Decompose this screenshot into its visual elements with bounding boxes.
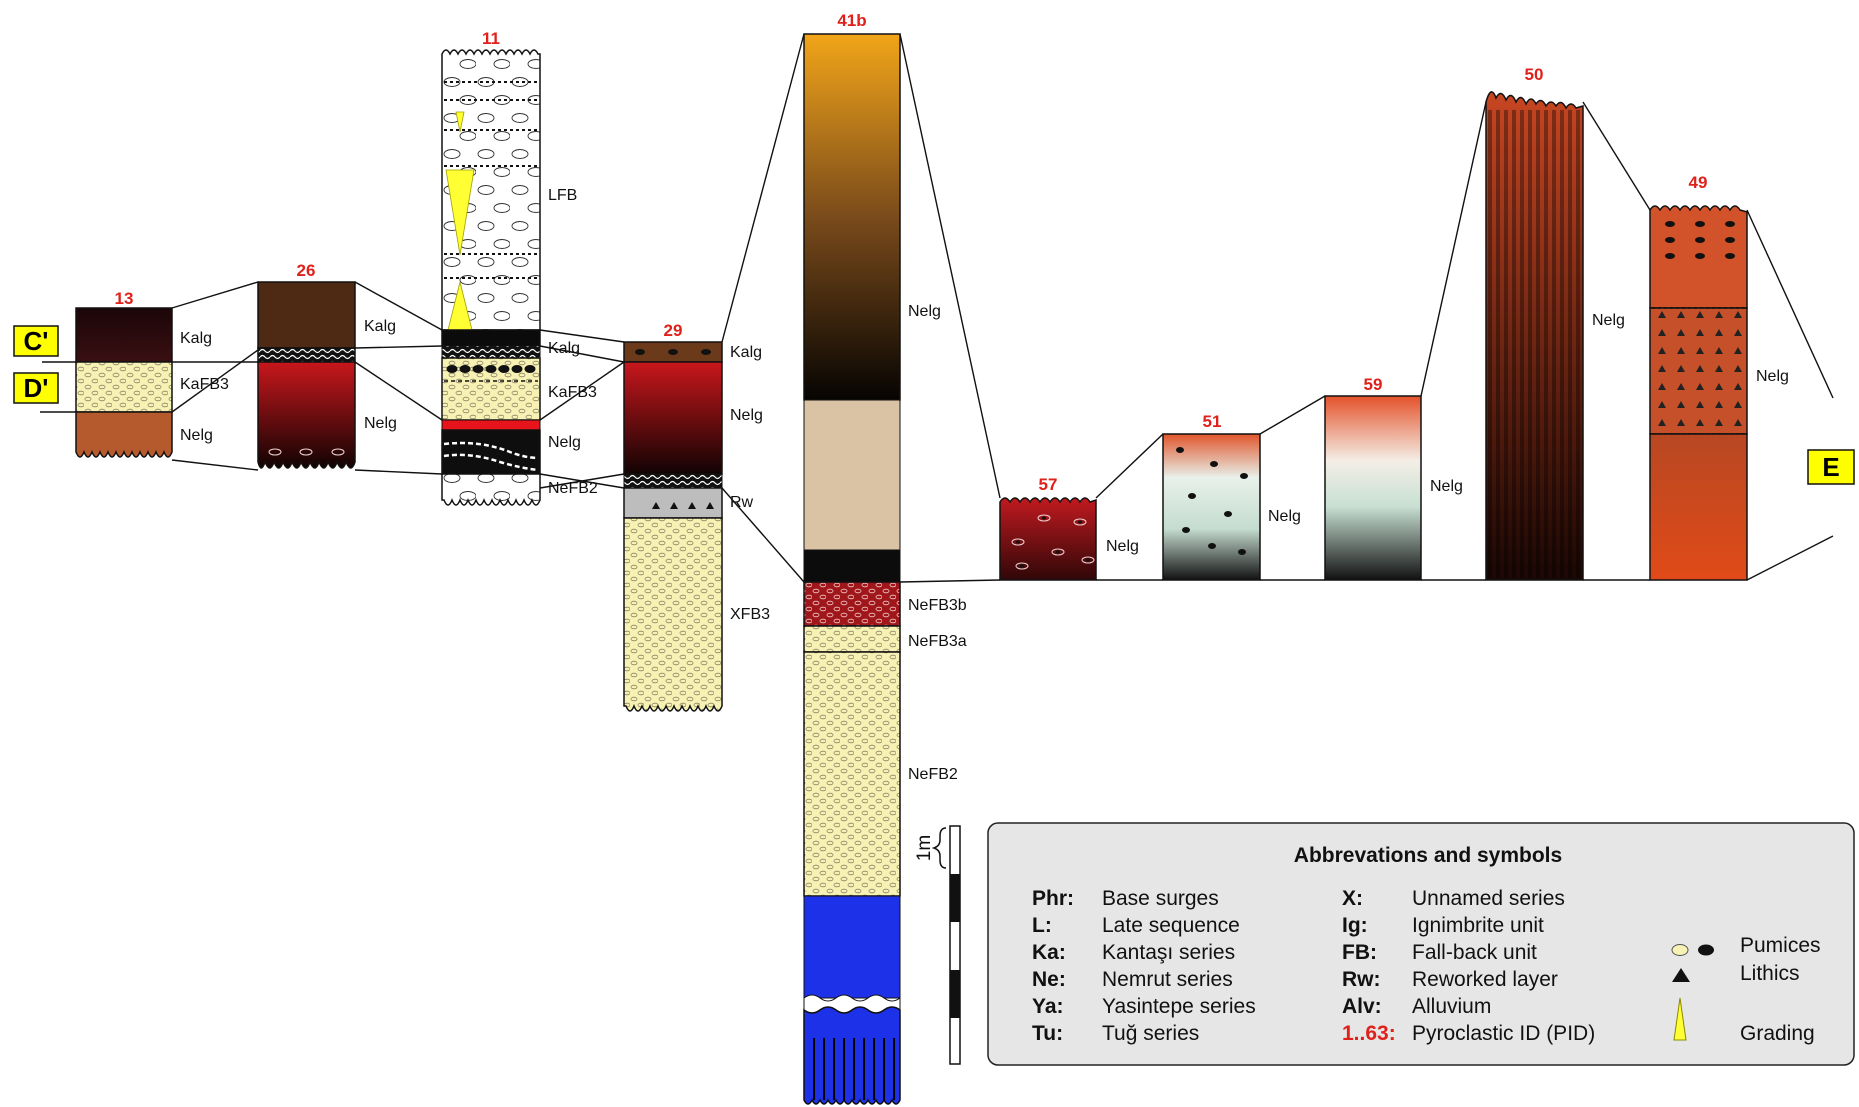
legend-desc: Kantaşı series	[1102, 941, 1235, 964]
section-marker-c-prime: C'	[13, 325, 59, 357]
unit-label: Kalg	[548, 340, 580, 357]
correlation-lines	[40, 33, 1834, 583]
legend-desc: Late sequence	[1102, 914, 1240, 937]
unit-label: Nelg	[730, 407, 763, 424]
pid-label-50: 50	[1525, 65, 1544, 84]
legend-desc: Nemrut series	[1102, 968, 1233, 991]
unit-label: Nelg	[1430, 478, 1463, 495]
unit-label: Kalg	[730, 344, 762, 361]
legend-desc: Ignimbrite unit	[1412, 914, 1544, 937]
column-13	[75, 307, 173, 458]
unit-label: Kalg	[364, 318, 396, 335]
column-11	[441, 49, 541, 506]
legend-desc: Unnamed series	[1412, 887, 1565, 910]
legend-abbr: X:	[1342, 887, 1363, 910]
unit-label: LFB	[548, 187, 577, 204]
unit-label: KaFB3	[180, 376, 229, 393]
section-marker-e: E	[1807, 449, 1855, 485]
unit-labels: Kalg KaFB3 Nelg Kalg Nelg LFB Kalg KaFB3…	[180, 187, 1789, 783]
unit-label: Nelg	[1268, 508, 1301, 525]
legend-symbol-label: Pumices	[1740, 934, 1821, 957]
column-26	[257, 281, 356, 469]
unit-label: KaFB3	[548, 384, 597, 401]
unit-label: Nelg	[548, 434, 581, 451]
column-50	[1485, 91, 1584, 581]
scale-label: 1m	[914, 835, 935, 861]
pumice-icon	[1671, 944, 1714, 956]
unit-label: Nelg	[1106, 538, 1139, 555]
pid-label-13: 13	[115, 289, 134, 308]
column-59	[1324, 395, 1422, 581]
legend-abbr: L:	[1032, 914, 1052, 937]
section-marker-d-label: D'	[24, 373, 49, 403]
legend-abbr: Rw:	[1342, 968, 1381, 991]
unit-label: Kalg	[180, 330, 212, 347]
section-marker-e-label: E	[1822, 452, 1839, 482]
unit-label: Nelg	[908, 303, 941, 320]
grading-icon	[1673, 997, 1687, 1041]
pid-label-49: 49	[1689, 173, 1708, 192]
legend-desc: Alluvium	[1412, 995, 1491, 1018]
legend-desc: Pyroclastic ID (PID)	[1412, 1022, 1595, 1045]
pid-label-41b: 41b	[837, 11, 866, 30]
column-51	[1162, 433, 1261, 581]
unit-label: NeFB2	[908, 766, 958, 783]
unit-label: NeFB3a	[908, 633, 967, 650]
legend-abbr: Ka:	[1032, 941, 1066, 964]
legend-desc: Fall-back unit	[1412, 941, 1537, 964]
legend-desc: Yasintepe series	[1102, 995, 1256, 1018]
section-marker-d-prime: D'	[13, 372, 59, 404]
pid-label-59: 59	[1364, 375, 1383, 394]
pid-label-26: 26	[297, 261, 316, 280]
unit-label: NeFB3b	[908, 597, 967, 614]
unit-label: Nelg	[364, 415, 397, 432]
legend-abbr: Ne:	[1032, 968, 1066, 991]
scale-bar: 1m	[914, 825, 961, 1065]
unit-label: XFB3	[730, 606, 770, 623]
unit-label: Nelg	[180, 427, 213, 444]
legend-abbr-pid: 1..63:	[1342, 1022, 1396, 1045]
legend-abbr: Phr:	[1032, 887, 1074, 910]
legend-box: Abbrevations and symbols Phr: Base surge…	[987, 822, 1855, 1066]
column-49	[1649, 205, 1748, 581]
section-marker-c-label: C'	[24, 326, 49, 356]
pid-label-29: 29	[664, 321, 683, 340]
legend-abbr: FB:	[1342, 941, 1377, 964]
legend-symbol-label: Lithics	[1740, 962, 1800, 985]
pid-label-51: 51	[1203, 412, 1222, 431]
legend-abbr: Alv:	[1342, 995, 1382, 1018]
legend-abbr: Ig:	[1342, 914, 1368, 937]
column-57	[999, 497, 1097, 581]
pid-label-57: 57	[1039, 475, 1058, 494]
legend-title: Abbrevations and symbols	[1294, 844, 1562, 867]
legend-symbol-label: Grading	[1740, 1022, 1815, 1045]
pid-labels: 13 26 11 29 41b 57 51 59 50 49	[115, 11, 1708, 494]
legend-abbr: Tu:	[1032, 1022, 1063, 1045]
unit-label: NeFB2	[548, 480, 598, 497]
legend-desc: Base surges	[1102, 887, 1219, 910]
unit-label: Nelg	[1756, 368, 1789, 385]
column-41b	[803, 33, 901, 1105]
lithic-icon	[1672, 968, 1690, 982]
column-29	[623, 341, 723, 712]
unit-label: Nelg	[1592, 312, 1625, 329]
legend-desc: Reworked layer	[1412, 968, 1558, 991]
unit-label: Rw	[730, 494, 754, 511]
pid-label-11: 11	[482, 29, 500, 48]
legend-desc: Tuğ series	[1102, 1022, 1199, 1045]
legend-abbr: Ya:	[1032, 995, 1064, 1018]
